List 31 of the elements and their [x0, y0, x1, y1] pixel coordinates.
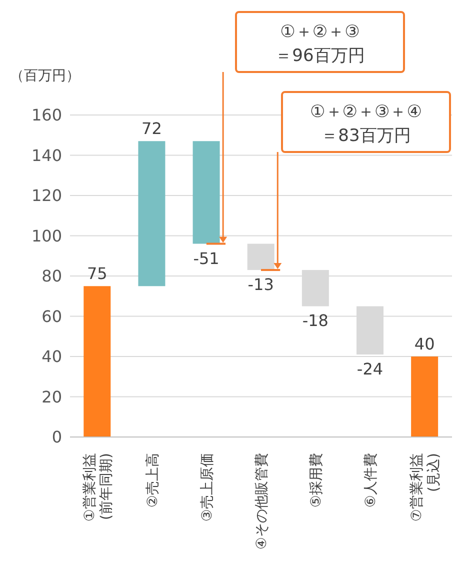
bar [192, 141, 220, 244]
data-label: 75 [86, 264, 108, 284]
data-label: -13 [248, 274, 274, 294]
x-tick-label: ④その他販管費 [254, 453, 270, 550]
y-tick-label: 100 [31, 226, 62, 246]
y-tick-label: 160 [31, 106, 62, 125]
x-tick-label: ③売上原価 [199, 453, 216, 522]
bar [247, 244, 274, 270]
bar [138, 141, 166, 286]
bar [411, 356, 438, 437]
x-tick-label: ⑦営業利益 (見込) [409, 453, 442, 522]
y-tick-label: 40 [42, 347, 62, 366]
data-label: -18 [302, 311, 328, 330]
data-label: 72 [142, 119, 162, 138]
y-axis-title: （百万円） [10, 68, 80, 84]
y-tick-label: 20 [42, 387, 62, 406]
x-tick-label: ⑤採用費 [308, 453, 324, 508]
data-label: -24 [356, 359, 384, 378]
bar [84, 286, 111, 437]
x-tick-label: ⑥人件費 [363, 453, 380, 508]
data-label: -51 [193, 248, 220, 268]
y-tick-label: 0 [52, 428, 62, 447]
x-tick-label: ①営業利益 (前年同期) [82, 453, 115, 522]
annotation: ①＋②＋③＋④ ＝83百万円 [310, 102, 422, 146]
y-tick-label: 60 [42, 306, 62, 326]
text: ①＋②＋③ ＝96百万円 [275, 22, 365, 66]
y-tick-label: 140 [31, 146, 62, 165]
y-tick-label: 80 [42, 266, 62, 286]
data-label: 40 [414, 334, 435, 354]
x-tick-label: ②売上高 [144, 453, 161, 508]
y-tick-label: 120 [31, 186, 62, 206]
